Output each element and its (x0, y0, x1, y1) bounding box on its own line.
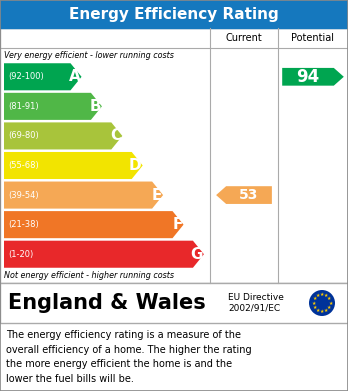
Text: (39-54): (39-54) (8, 190, 39, 199)
Text: E: E (152, 188, 162, 203)
Text: D: D (129, 158, 142, 173)
Text: B: B (89, 99, 101, 114)
Text: (55-68): (55-68) (8, 161, 39, 170)
Text: A: A (69, 69, 80, 84)
Polygon shape (4, 93, 102, 120)
Text: (92-100): (92-100) (8, 72, 44, 81)
Text: Energy Efficiency Rating: Energy Efficiency Rating (69, 7, 279, 22)
Text: The energy efficiency rating is a measure of the
overall efficiency of a home. T: The energy efficiency rating is a measur… (6, 330, 252, 384)
Bar (0, 28, 348, 283)
Text: Current: Current (226, 33, 262, 43)
Text: 2002/91/EC: 2002/91/EC (228, 303, 280, 312)
Text: G: G (190, 247, 203, 262)
Text: (81-91): (81-91) (8, 102, 39, 111)
Text: (69-80): (69-80) (8, 131, 39, 140)
Text: 53: 53 (239, 188, 259, 202)
Text: ★: ★ (316, 308, 320, 313)
Text: ★: ★ (324, 308, 329, 313)
Polygon shape (4, 241, 204, 268)
Text: Potential: Potential (292, 33, 334, 43)
Polygon shape (4, 122, 122, 149)
Text: (21-38): (21-38) (8, 220, 39, 229)
Text: ★: ★ (313, 305, 317, 310)
Bar (0, 283, 348, 323)
Text: ★: ★ (327, 296, 332, 301)
Text: ★: ★ (311, 301, 316, 305)
Text: Not energy efficient - higher running costs: Not energy efficient - higher running co… (4, 271, 174, 280)
Text: EU Directive: EU Directive (228, 294, 284, 303)
Text: ★: ★ (313, 296, 317, 301)
Text: C: C (110, 128, 121, 143)
Bar (0, 0, 348, 28)
Polygon shape (4, 181, 163, 209)
Text: 94: 94 (296, 68, 319, 86)
Polygon shape (4, 211, 183, 238)
Text: (1-20): (1-20) (8, 250, 33, 259)
Text: ★: ★ (328, 301, 333, 305)
Text: ★: ★ (324, 293, 329, 298)
Polygon shape (216, 186, 272, 204)
Polygon shape (4, 152, 143, 179)
Polygon shape (4, 63, 81, 90)
Text: England & Wales: England & Wales (8, 293, 206, 313)
Polygon shape (282, 68, 344, 86)
Text: F: F (172, 217, 182, 232)
Circle shape (309, 290, 335, 316)
Text: Very energy efficient - lower running costs: Very energy efficient - lower running co… (4, 50, 174, 59)
Text: ★: ★ (320, 292, 324, 297)
Text: ★: ★ (320, 309, 324, 314)
Text: ★: ★ (316, 293, 320, 298)
Text: ★: ★ (327, 305, 332, 310)
